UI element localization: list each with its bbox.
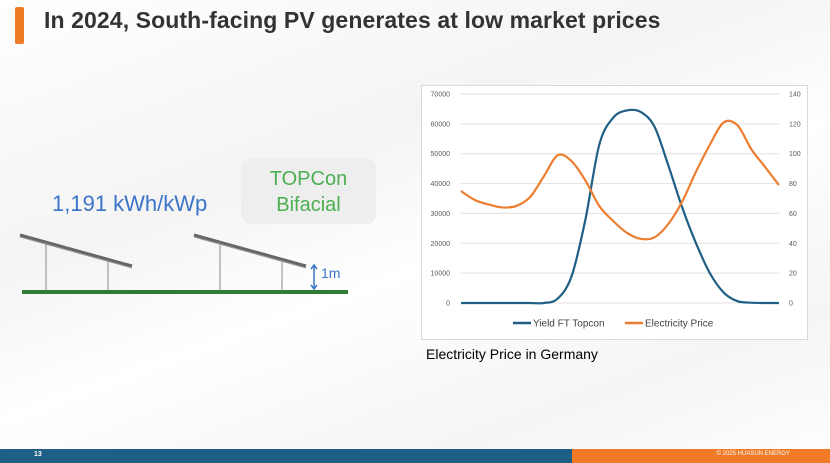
- line-chart: 0 10000 20000 30000 40000 50000 60000 70000 0 20…: [431, 92, 801, 330]
- chart-container: 0 10000 20000 30000 40000 50000 60000 70000 0 20…: [421, 85, 808, 340]
- y-left-tick-label: 40000: [431, 181, 451, 188]
- y-axis-right: 0 20 40 60 80 100 120 140: [789, 92, 801, 308]
- y-right-tick-label: 20: [789, 271, 797, 278]
- chart-caption: Electricity Price in Germany: [426, 346, 598, 362]
- copyright-text: © 2025 HUASUN ENERGY: [716, 451, 790, 457]
- y-right-tick-label: 40: [789, 241, 797, 248]
- y-right-tick-label: 100: [789, 151, 801, 158]
- y-left-tick-label: 20000: [431, 241, 451, 248]
- y-left-tick-label: 30000: [431, 211, 451, 218]
- y-left-tick-label: 60000: [431, 121, 451, 128]
- title-accent-bar: [15, 7, 24, 44]
- y-right-tick-label: 0: [789, 301, 793, 308]
- y-right-tick-label: 60: [789, 211, 797, 218]
- pv-panel-left: [19, 233, 133, 268]
- technology-label: TOPCon: [269, 168, 348, 190]
- y-left-tick-label: 10000: [431, 271, 451, 278]
- page-number: 13: [34, 451, 42, 458]
- chart-grid: [461, 93, 779, 304]
- height-arrow-icon: [310, 263, 318, 291]
- chart-series: [460, 108, 780, 305]
- legend-label: Yield FT Topcon: [533, 319, 605, 330]
- pv-panel-right: [193, 233, 307, 268]
- yield-value: 1,191 kWh/kWp: [52, 191, 208, 216]
- pv-array-right: [193, 233, 307, 290]
- height-label: 1m: [321, 265, 340, 281]
- legend-label: Electricity Price: [645, 319, 714, 330]
- pv-panel-illustration: 1m: [19, 233, 348, 294]
- y-axis-left: 0 10000 20000 30000 40000 50000 60000 70000: [431, 92, 451, 308]
- pv-array-left: [19, 233, 133, 290]
- chart-legend: Yield FT Topcon Electricity Price: [513, 319, 714, 330]
- y-right-tick-label: 120: [789, 121, 801, 128]
- y-left-tick-label: 50000: [431, 151, 451, 158]
- technology-box: TOPCon Bifacial: [241, 158, 376, 224]
- y-left-tick-label: 70000: [431, 92, 451, 99]
- slide-title: In 2024, South-facing PV generates at lo…: [44, 7, 661, 33]
- series-line-yield-ft-topcon: [461, 108, 780, 305]
- footer-bar: [0, 449, 572, 463]
- footer-accent-bar: [572, 449, 830, 463]
- y-right-tick-label: 80: [789, 181, 797, 188]
- y-right-tick-label: 140: [789, 92, 801, 99]
- series-line-electricity-price: [460, 119, 780, 241]
- y-left-tick-label: 0: [446, 301, 450, 308]
- technology-type-label: Bifacial: [276, 194, 341, 216]
